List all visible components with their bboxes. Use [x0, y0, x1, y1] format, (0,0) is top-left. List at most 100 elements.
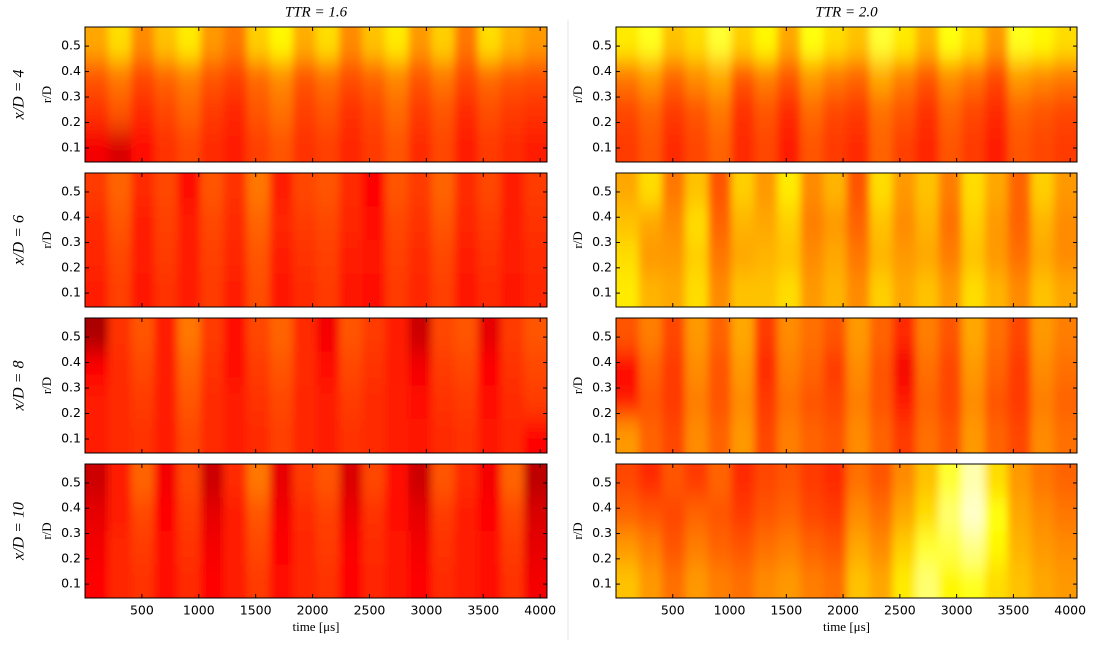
heatmap-cell: [915, 497, 940, 532]
heatmap-cell: [984, 564, 1009, 598]
heatmap-cell: [754, 27, 778, 62]
heatmap-cell: [200, 128, 225, 162]
heatmap-cell: [754, 60, 778, 96]
y-tick-label: 0.4: [592, 63, 612, 78]
heatmap-cell: [385, 464, 409, 499]
heatmap-cell: [362, 240, 386, 275]
x-tick-label: 1500: [770, 603, 802, 618]
heatmap-cell: [200, 564, 225, 598]
heatmap-cell: [846, 128, 871, 162]
heatmap-cell: [938, 464, 963, 499]
heatmap-cell: [131, 240, 155, 275]
heatmap-cell: [1053, 464, 1077, 499]
heatmap-cell: [131, 497, 155, 532]
heatmap-cell: [316, 206, 340, 241]
heatmap-cell: [108, 497, 132, 532]
heatmap-cell: [616, 419, 640, 453]
heatmap: [85, 173, 547, 307]
heatmap-cell: [523, 385, 547, 420]
heatmap-cell: [477, 385, 502, 420]
heatmap-cell: [961, 27, 986, 62]
x-tick-label: 1500: [240, 603, 272, 618]
heatmap-cell: [800, 94, 825, 129]
heatmap-cell: [1007, 318, 1032, 353]
heatmap-cell: [108, 60, 132, 96]
heatmap-cell: [1053, 273, 1077, 307]
heatmap-cell: [754, 318, 778, 353]
heatmap-cell: [292, 128, 317, 162]
heatmap-cell: [177, 318, 202, 353]
heatmap-cell: [961, 419, 986, 453]
heatmap-cell: [731, 94, 755, 129]
heatmap-cell: [200, 464, 225, 499]
heatmap-cell: [431, 206, 456, 241]
heatmap-cell: [754, 173, 778, 208]
y-tick-label: 0.1: [592, 576, 612, 591]
heatmap-cell: [777, 464, 801, 499]
heatmap-cell: [85, 497, 109, 532]
heatmap-cell: [731, 385, 755, 420]
heatmap-cell: [292, 240, 317, 275]
heatmap-cell: [846, 497, 871, 532]
heatmap-cell: [523, 240, 547, 275]
y-tick-label: 0.5: [61, 329, 81, 344]
heatmap-cell: [362, 60, 386, 96]
heatmap-cell: [961, 385, 986, 420]
heatmap-cell: [431, 497, 456, 532]
row-label: x/D = 10: [11, 502, 28, 561]
heatmap-cell: [431, 385, 456, 420]
heatmap-cell: [892, 564, 917, 598]
heatmap-cell: [823, 128, 848, 162]
heatmap-cell: [292, 351, 317, 387]
heatmap-cell: [777, 531, 801, 566]
heatmap-cell: [177, 531, 202, 566]
heatmap-cell: [869, 240, 894, 275]
heatmap-cell: [131, 128, 155, 162]
heatmap-cell: [1053, 240, 1077, 275]
panel-frame: [84, 172, 548, 308]
heatmap-cell: [708, 419, 732, 453]
heatmap-cell: [639, 351, 663, 387]
heatmap-cell: [754, 497, 778, 532]
heatmap-cell: [431, 273, 456, 307]
heatmap-cell: [477, 351, 502, 387]
heatmap-cell: [685, 351, 709, 387]
heatmap-cell: [408, 240, 433, 275]
heatmap-cell: [731, 240, 755, 275]
heatmap-cell: [246, 173, 271, 208]
heatmap-cell: [454, 497, 479, 532]
heatmap-cell: [823, 531, 848, 566]
heatmap-cell: [316, 531, 340, 566]
heatmap-cell: [708, 564, 732, 598]
heatmap-cell: [85, 351, 109, 387]
heatmap-cell: [408, 419, 433, 453]
heatmap-cell: [754, 464, 778, 499]
heatmap-cell: [385, 531, 409, 566]
heatmap-cell: [662, 273, 686, 307]
heatmap-cell: [108, 318, 132, 353]
heatmap-cell: [500, 94, 525, 129]
heatmap-cell: [339, 27, 363, 62]
heatmap-cell: [800, 497, 825, 532]
y-tick-label: 0.4: [61, 354, 81, 369]
heatmap-cell: [408, 128, 433, 162]
heatmap-cell: [500, 351, 525, 387]
heatmap-cell: [869, 128, 894, 162]
heatmap-cell: [500, 318, 525, 353]
heatmap-cell: [800, 419, 825, 453]
heatmap-cell: [846, 564, 871, 598]
y-tick-label: 0.2: [61, 259, 81, 274]
heatmap-cell: [362, 273, 386, 307]
heatmap-cell: [938, 94, 963, 129]
x-tick-label: 3500: [998, 603, 1030, 618]
heatmap-cell: [316, 273, 340, 307]
heatmap-cell: [1053, 206, 1077, 241]
heatmap-cell: [800, 531, 825, 566]
heatmap-cell: [362, 94, 386, 129]
heatmap-cell: [892, 94, 917, 129]
heatmap-cell: [339, 419, 363, 453]
heatmap-cell: [685, 273, 709, 307]
heatmap-cell: [246, 27, 271, 62]
heatmap-cell: [915, 318, 940, 353]
heatmap-cell: [131, 273, 155, 307]
